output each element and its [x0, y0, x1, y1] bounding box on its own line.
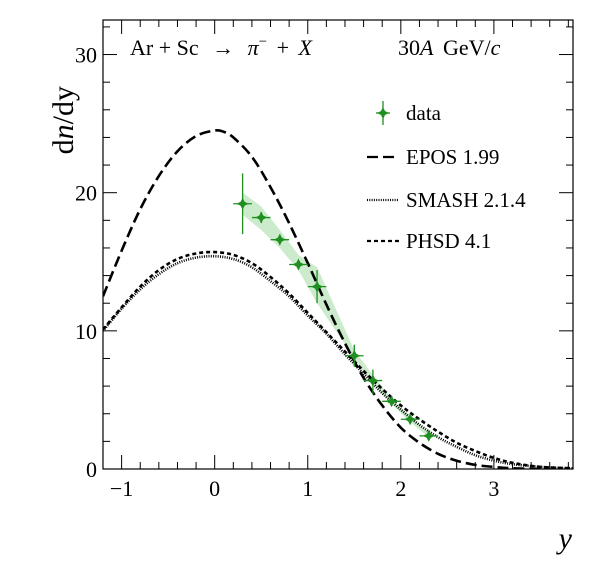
data-point [307, 270, 327, 304]
systematic-band [242, 192, 429, 438]
y-tick-label: 0 [86, 457, 97, 482]
data-point [419, 429, 439, 442]
data-point [289, 258, 308, 271]
legend-item-epos: EPOS 1.99 [367, 145, 499, 169]
legend: data EPOS 1.99 SMASH 2.1.4 PHSD 4.1 [367, 101, 526, 253]
data-marker [422, 429, 435, 442]
x-tick-label: 2 [395, 476, 406, 501]
legend-item-data: data [376, 101, 442, 125]
y-axis-label: dn/dy [47, 86, 80, 154]
data-marker [404, 413, 417, 426]
data-marker [273, 233, 286, 246]
data-point [400, 413, 420, 426]
plot-frame [102, 19, 574, 470]
legend-label-data: data [406, 101, 442, 125]
data-point [382, 395, 401, 408]
legend-data-marker [377, 107, 389, 119]
y-tick-label: 20 [75, 181, 97, 206]
data-marker [236, 197, 249, 210]
x-tick-label: 1 [302, 476, 313, 501]
band-layer [242, 192, 429, 438]
data-point [344, 344, 364, 367]
legend-label-epos: EPOS 1.99 [406, 145, 499, 169]
data-layer [233, 173, 439, 442]
energy-label: 30A GeV/c [398, 35, 501, 60]
data-marker [348, 349, 361, 362]
legend-label-smash: SMASH 2.1.4 [406, 188, 526, 212]
data-marker [292, 258, 305, 271]
data-point [251, 211, 271, 224]
legend-item-smash: SMASH 2.1.4 [367, 188, 526, 212]
data-point [270, 233, 290, 246]
x-tick-label: 0 [209, 476, 220, 501]
data-marker [385, 395, 398, 408]
y-tick-label: 10 [75, 319, 97, 344]
data-point [363, 369, 383, 395]
y-tick-label: 30 [75, 43, 97, 68]
phsd-curve [103, 250, 573, 469]
x-tick-label: −1 [110, 476, 133, 501]
data-marker [311, 280, 324, 293]
legend-item-phsd: PHSD 4.1 [367, 229, 491, 253]
legend-label-phsd: PHSD 4.1 [406, 229, 491, 253]
epos-curve [103, 128, 541, 469]
data-marker [255, 211, 268, 224]
x-axis-label: y [556, 522, 573, 555]
curve-layer [103, 128, 573, 469]
x-tick-label: 3 [488, 476, 499, 501]
process-label: Ar + Sc → π− + X [130, 26, 314, 60]
data-marker [366, 374, 379, 387]
data-point [233, 173, 252, 235]
